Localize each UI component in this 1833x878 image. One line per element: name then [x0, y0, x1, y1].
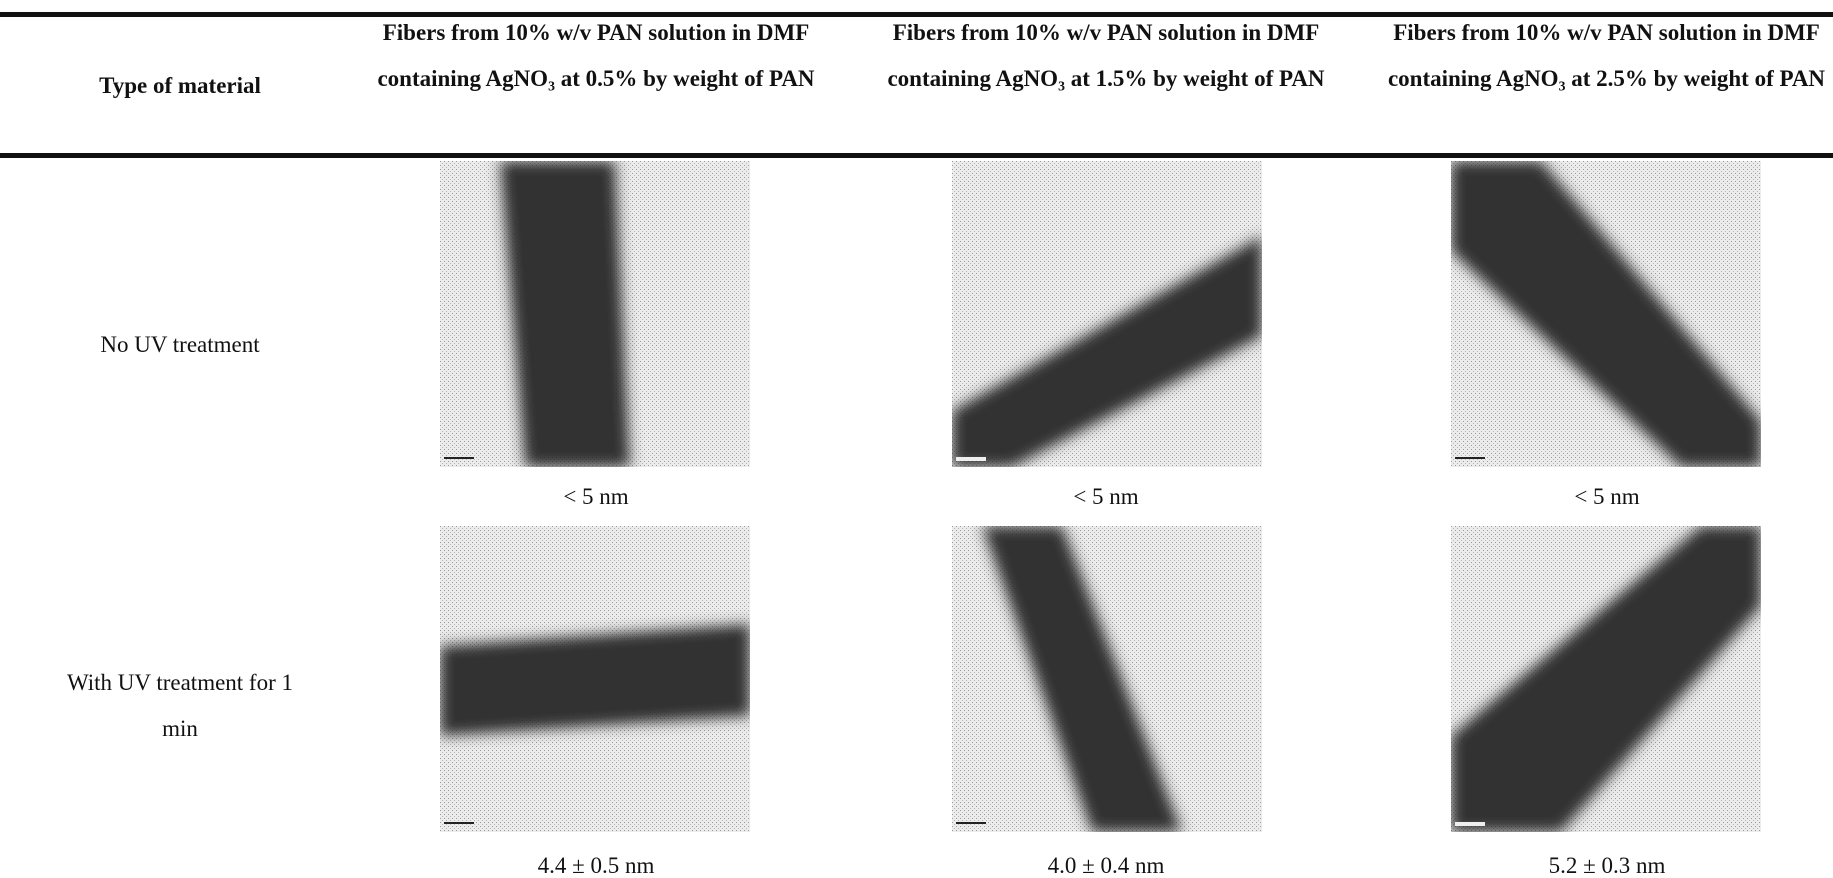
tem-image [1451, 161, 1761, 467]
caption: 4.4 ± 0.5 nm [537, 853, 655, 878]
header-cell: Fibers from 10% w/v PAN solution in DMF … [377, 20, 815, 91]
tem-image [952, 161, 1262, 467]
tem-image [1451, 526, 1761, 832]
caption: 4.0 ± 0.4 nm [1047, 853, 1165, 878]
top-rule [0, 12, 1833, 17]
tem-image [440, 161, 750, 467]
caption: < 5 nm [1574, 484, 1640, 509]
header-cell: Type of material [99, 73, 261, 98]
caption: < 5 nm [563, 484, 629, 509]
tem-image [952, 526, 1262, 832]
caption: < 5 nm [1073, 484, 1139, 509]
row-label: With UV treatment for 1 min [66, 670, 294, 741]
row-label: No UV treatment [100, 332, 260, 357]
header-cell: Fibers from 10% w/v PAN solution in DMF … [1387, 20, 1826, 91]
tem-image [440, 526, 750, 832]
header-cell: Fibers from 10% w/v PAN solution in DMF … [887, 20, 1325, 91]
header-rule [0, 153, 1833, 158]
caption: 5.2 ± 0.3 nm [1548, 853, 1666, 878]
